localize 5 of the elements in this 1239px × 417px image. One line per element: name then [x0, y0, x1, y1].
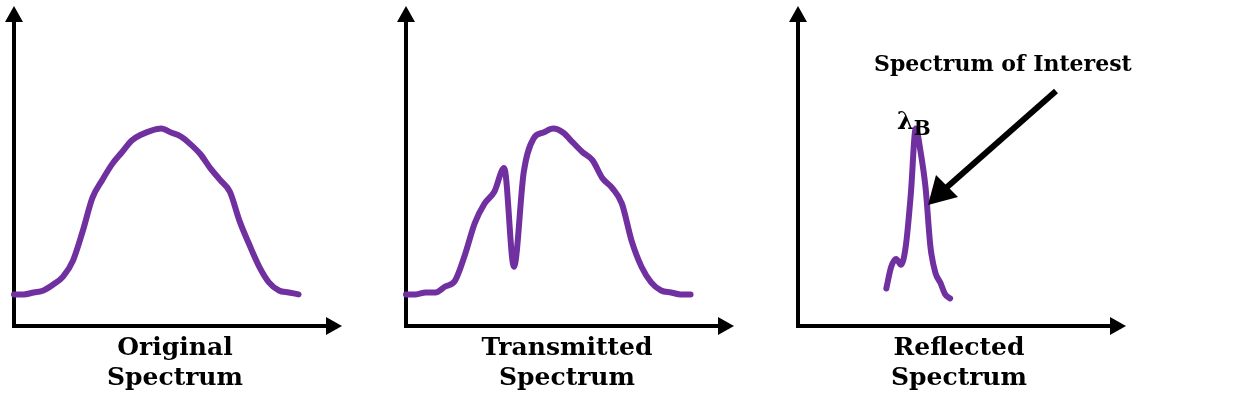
x-axis-title: Reflected Spectrum [890, 332, 1028, 392]
x-axis-title: Original Spectrum [106, 332, 244, 392]
x-axis-title: Transmitted Spectrum [480, 332, 654, 392]
annotation: λ$_{B}$ [897, 106, 931, 140]
text: Spectrum of Interest [874, 50, 1132, 76]
